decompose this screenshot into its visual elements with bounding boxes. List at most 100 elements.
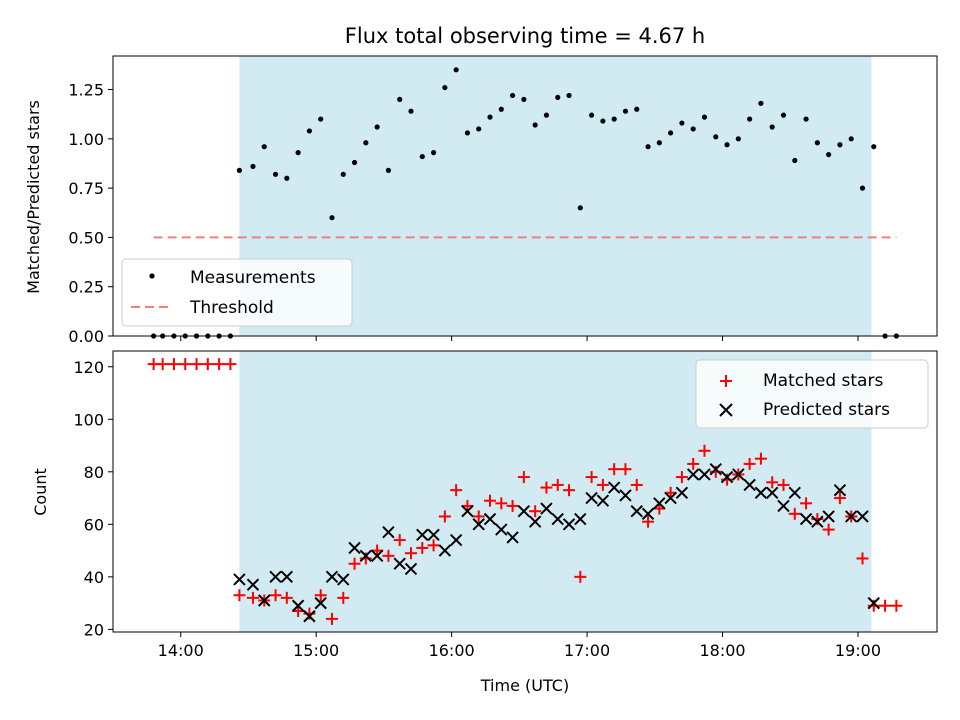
- x-stroke-b: [233, 573, 246, 586]
- measurements-point: [792, 157, 798, 164]
- x-stroke-b: [438, 544, 452, 557]
- predicted-stars-point: [845, 510, 858, 523]
- predicted-stars-point: [788, 486, 801, 500]
- x-stroke-b: [280, 570, 294, 584]
- matched-stars-point: [574, 570, 587, 583]
- matched-stars-point: [630, 478, 643, 491]
- top-plot-area: [151, 67, 899, 339]
- y-tick-label: 40: [84, 568, 104, 587]
- matched-stars-point: [856, 552, 869, 565]
- bottom-y-axis: 20 40 60 80 100 120: [73, 358, 113, 639]
- x-stroke-b: [461, 504, 474, 518]
- measurements-point: [859, 185, 866, 191]
- top-x-axis: [180, 336, 859, 341]
- predicted-stars-point: [562, 518, 576, 531]
- legend-label-predicted-stars: Predicted stars: [763, 400, 890, 420]
- predicted-stars-point: [314, 596, 327, 610]
- measurements-point: [250, 163, 256, 170]
- x-stroke-b: [709, 462, 722, 476]
- matched-stars-point: [246, 591, 259, 604]
- matched-stars-point: [233, 589, 246, 602]
- measurements-point: [656, 140, 662, 146]
- x-stroke-b: [585, 491, 598, 505]
- measurements-point: [600, 118, 606, 124]
- x-stroke-b: [246, 578, 260, 591]
- y-tick-label: 0.25: [68, 278, 104, 297]
- matched-stars-point: [167, 358, 180, 371]
- measurements-point: [645, 144, 651, 150]
- top-y-axis: 0.00 0.25 0.50 0.75 1.00 1.25: [68, 81, 113, 346]
- matched-stars-point: [833, 492, 846, 505]
- top-panel: 0.00 0.25 0.50 0.75 1.00 1.25 Flux total obse…: [24, 24, 938, 346]
- matched-stars-point: [619, 463, 632, 476]
- matched-stars-point: [450, 484, 463, 497]
- measurements-point: [442, 84, 448, 91]
- measurements-point: [318, 116, 324, 122]
- x-stroke-b: [799, 512, 813, 526]
- matched-stars-point: [156, 358, 169, 371]
- x-stroke-b: [404, 562, 418, 576]
- predicted-stars-point: [359, 549, 373, 563]
- x-stroke-b: [574, 512, 587, 526]
- measurements-point: [272, 171, 279, 177]
- measurements-point: [588, 112, 595, 118]
- measurements-point: [622, 108, 629, 114]
- measurements-point: [668, 130, 674, 136]
- measurements-point: [871, 144, 877, 150]
- predicted-stars-point: [449, 533, 463, 547]
- matched-stars-point: [337, 591, 350, 604]
- measurements-point: [803, 116, 809, 122]
- matched-stars-point: [777, 478, 790, 491]
- predicted-stars-point: [743, 478, 756, 492]
- x-stroke-b: [845, 510, 858, 523]
- bottom-legend: Matched stars Predicted stars: [695, 359, 929, 429]
- x-stroke-b: [449, 533, 463, 547]
- legend-label-measurements: Measurements: [190, 268, 316, 288]
- x-stroke-b: [822, 510, 835, 523]
- x-stroke-b: [359, 549, 373, 563]
- measurements-point: [769, 124, 775, 130]
- x-tick-label: 19:00: [835, 641, 881, 660]
- bottom-frame: [112, 350, 938, 633]
- y-tick-label: 0.50: [68, 228, 104, 247]
- predicted-stars-point: [495, 523, 508, 536]
- matched-stars-point: [438, 510, 451, 523]
- x-stroke-b: [754, 486, 768, 500]
- matched-stars-point: [608, 463, 621, 476]
- matched-stars-point: [879, 599, 892, 612]
- x-stroke-b: [517, 504, 531, 518]
- measurements-point: [747, 116, 753, 122]
- matched-stars-point: [822, 523, 835, 536]
- bottom-y-axis-label: Count: [31, 468, 50, 516]
- measurements-point: [701, 114, 708, 120]
- predicted-stars-point: [641, 507, 655, 521]
- measurements-point: [340, 171, 346, 177]
- predicted-stars-point: [732, 468, 745, 481]
- predicted-stars-point: [585, 491, 598, 505]
- predicted-stars-point: [325, 570, 339, 584]
- matched-stars-point: [472, 510, 485, 523]
- measurements-point: [690, 126, 696, 132]
- y-tick-label: 0.75: [68, 179, 104, 198]
- y-tick-label: 80: [84, 463, 104, 482]
- measurements-point: [408, 108, 414, 114]
- x-stroke-b: [867, 596, 880, 610]
- x-stroke-b: [641, 507, 655, 521]
- matched-stars-point: [687, 457, 700, 470]
- x-stroke-b: [325, 570, 339, 584]
- measurements-point: [351, 159, 358, 166]
- legend-label-matched-stars: Matched stars: [763, 371, 883, 391]
- bottom-x-axis: 14:00 15:00 16:00 17:00 18:00 19:00: [158, 632, 881, 660]
- measurements-point: [363, 140, 369, 146]
- predicted-stars-point: [382, 525, 395, 539]
- x-tick-label: 14:00: [158, 641, 204, 660]
- measurements-point: [577, 205, 583, 211]
- measurements-point: [724, 142, 730, 148]
- x-stroke-b: [686, 468, 700, 481]
- predicted-stars-point: [698, 468, 711, 481]
- matched-stars-point: [596, 478, 609, 491]
- measurements-point: [735, 136, 741, 142]
- x-stroke-b: [269, 570, 282, 584]
- predicted-stars-point: [765, 486, 779, 500]
- measurements-point: [837, 142, 843, 148]
